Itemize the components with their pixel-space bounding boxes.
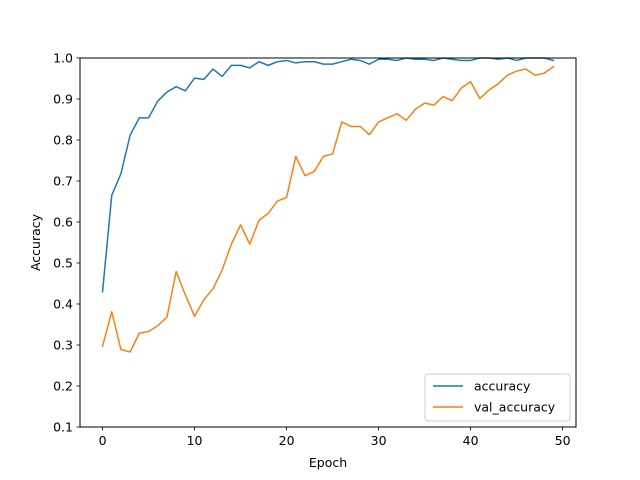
x-tick-label: 10 [187,433,203,448]
x-axis-ticks: 0 10 20 30 40 50 [99,427,571,448]
y-tick-label: 1.0 [53,51,73,66]
y-axis-label: Accuracy [28,213,43,271]
y-tick-label: 0.6 [53,215,73,230]
legend-label-val-accuracy: val_accuracy [474,400,556,415]
series-line-val-accuracy [101,65,555,353]
y-tick-label: 0.7 [53,174,73,189]
y-axis-ticks: 0.1 0.2 0.3 0.4 0.5 0.6 0.7 0.8 0.9 1.0 [53,51,80,435]
x-tick-label: 0 [99,433,107,448]
y-tick-label: 0.8 [53,133,73,148]
y-tick-label: 0.1 [53,420,73,435]
x-tick-label: 50 [555,433,571,448]
x-axis-label: Epoch [309,455,347,470]
x-tick-label: 40 [463,433,479,448]
legend: accuracy val_accuracy [424,373,571,422]
legend-label-accuracy: accuracy [474,379,531,394]
y-tick-label: 0.4 [53,297,73,312]
plot-frame [79,57,577,428]
y-tick-label: 0.5 [53,256,73,271]
y-tick-label: 0.2 [53,379,73,394]
x-tick-label: 30 [371,433,387,448]
x-tick-label: 20 [279,433,295,448]
y-tick-label: 0.3 [53,338,73,353]
y-tick-label: 0.9 [53,92,73,107]
